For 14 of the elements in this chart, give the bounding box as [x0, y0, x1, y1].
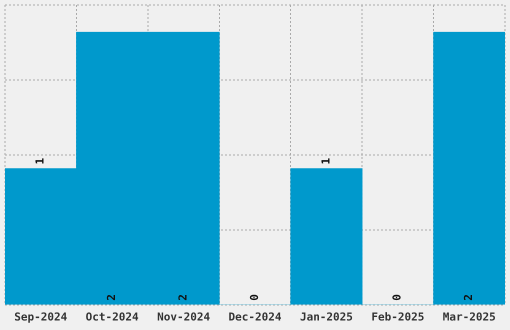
x-tick-label: Sep-2024 — [14, 310, 68, 324]
x-tick-label: Feb-2025 — [371, 310, 424, 324]
x-tick-label: Jan-2025 — [300, 310, 353, 324]
data-label: 2 — [176, 294, 190, 301]
data-label: 1 — [34, 158, 47, 165]
x-tick-label: Nov-2024 — [157, 310, 210, 324]
data-label: 2 — [462, 294, 476, 301]
data-label: 2 — [105, 294, 118, 301]
data-label: 0 — [248, 294, 261, 301]
data-label: 0 — [390, 294, 404, 301]
x-tick-label: Mar-2025 — [442, 310, 496, 324]
x-tick-label: Dec-2024 — [228, 310, 282, 324]
data-label: 1 — [319, 158, 332, 165]
x-tick-label: Oct-2024 — [86, 310, 140, 324]
